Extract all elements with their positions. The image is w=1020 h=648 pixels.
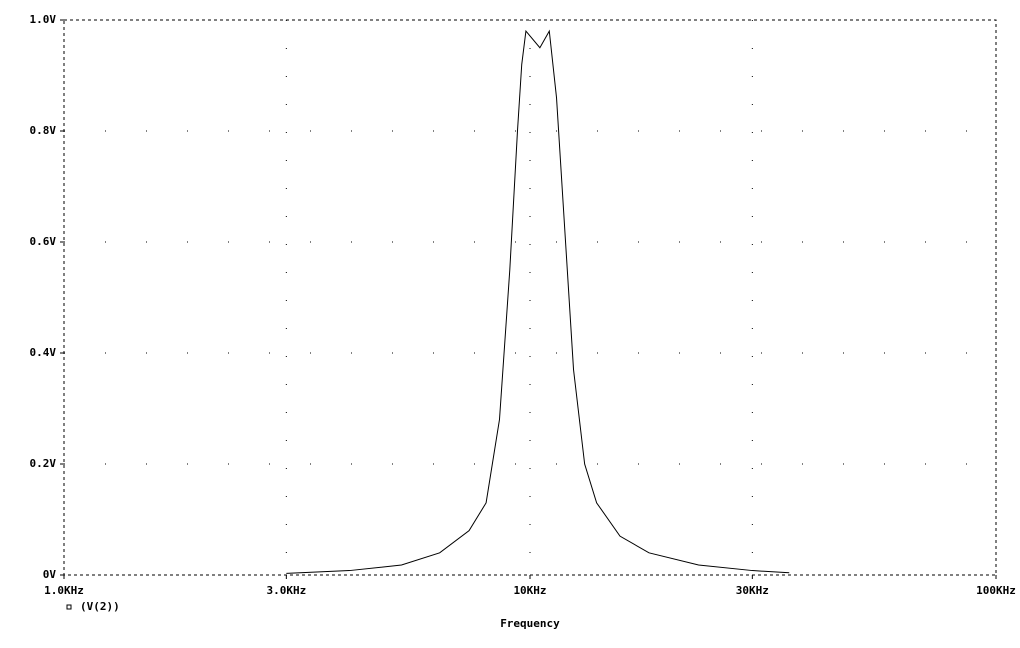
x-tick-label: 100KHz [976,584,1016,597]
y-tick-label: 1.0V [30,13,57,26]
x-tick-label: 3.0KHz [266,584,306,597]
y-tick-label: 0.6V [30,235,57,248]
y-tick-label: 0.8V [30,124,57,137]
y-tick-label: 0.4V [30,346,57,359]
y-tick-label: 0V [43,568,57,581]
y-tick-label: 0.2V [30,457,57,470]
legend-label: (V(2)) [80,600,120,613]
x-axis-label: Frequency [500,617,560,630]
line-series [286,29,790,574]
legend-marker [66,604,72,610]
x-tick-label: 30KHz [736,584,769,597]
x-tick-label: 1.0KHz [44,584,84,597]
x-tick-label: 10KHz [513,584,546,597]
plot-border [63,19,997,576]
